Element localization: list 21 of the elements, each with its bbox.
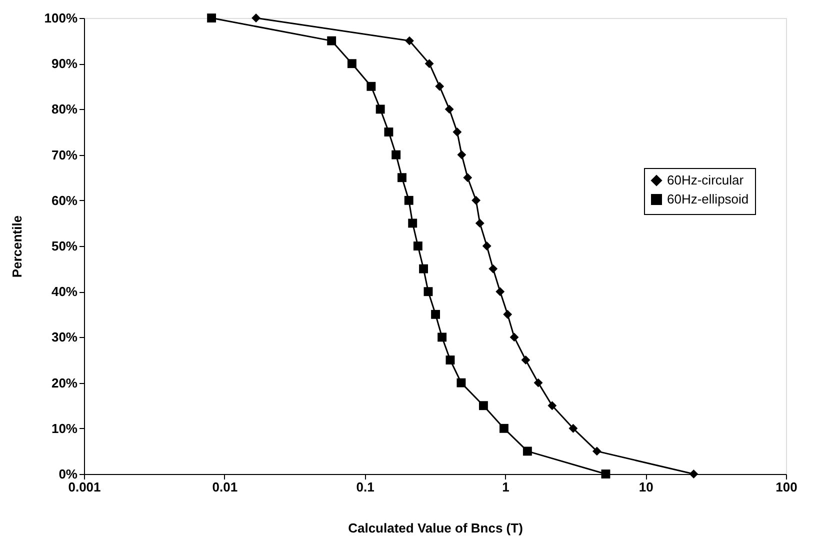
x-tick-label: 0.001 — [68, 480, 101, 494]
legend-label: 60Hz-ellipsoid — [667, 192, 749, 206]
y-tick-label: 10% — [51, 420, 78, 436]
y-tick-label: 90% — [51, 56, 78, 72]
y-tick-label: 20% — [51, 375, 78, 390]
x-tick-label: 100 — [776, 480, 798, 494]
x-tick-label: 1 — [502, 480, 510, 494]
y-tick-label: 100% — [44, 10, 78, 26]
y-tick-label: 70% — [51, 147, 78, 162]
y-tick-label: 30% — [51, 330, 78, 345]
y-tick-label: 0% — [58, 466, 78, 482]
legend-label: 60Hz-circular — [667, 172, 744, 188]
y-tick-label: 40% — [51, 284, 78, 300]
x-axis-title: Calculated Value of Bncs (T) — [348, 520, 523, 536]
x-tick-label: 10 — [638, 480, 654, 494]
y-tick-label: 60% — [51, 192, 78, 208]
x-tick-label: 0.01 — [212, 480, 238, 494]
x-tick-label: 0.1 — [356, 480, 374, 494]
y-tick-label: 50% — [51, 238, 78, 254]
y-tick-label: 80% — [51, 102, 78, 117]
y-axis-title: Percentile — [9, 215, 24, 278]
